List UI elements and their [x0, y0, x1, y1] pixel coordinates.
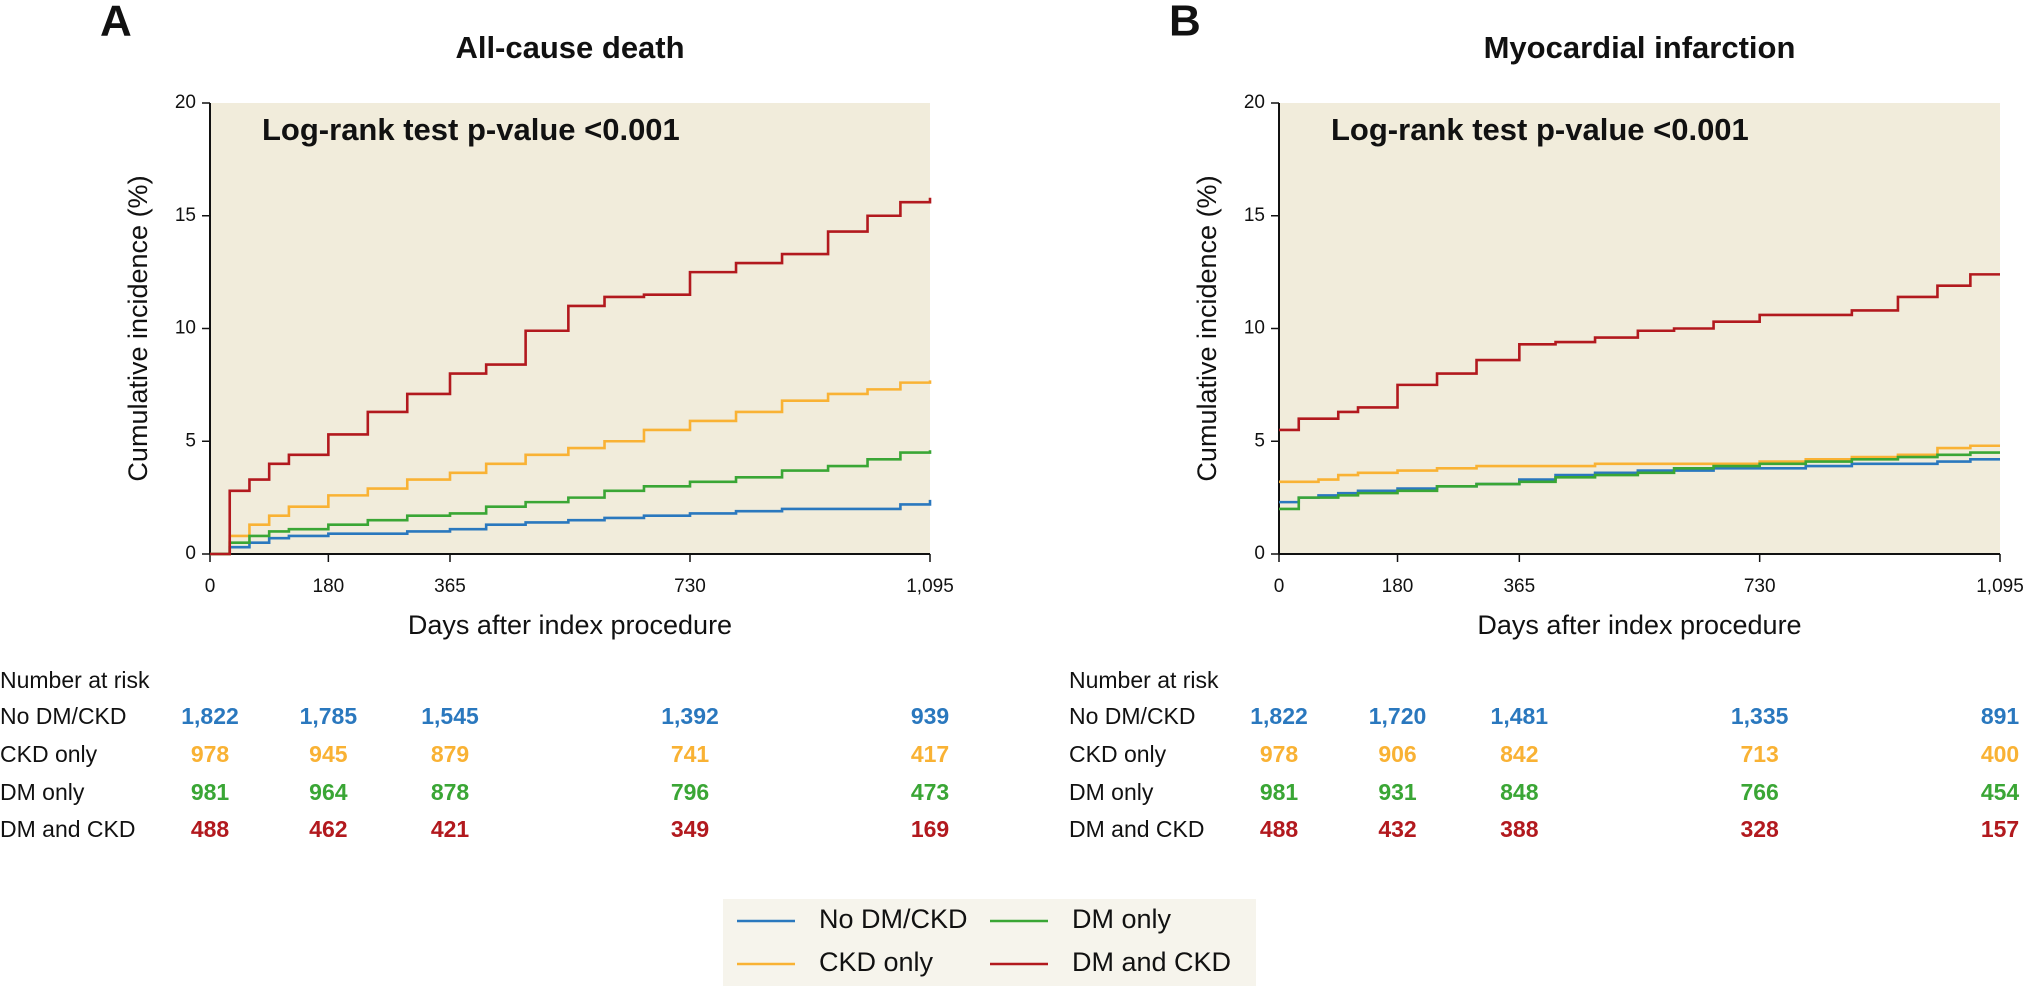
risk-value: 1,720 — [1369, 703, 1427, 729]
risk-value: 1,822 — [1250, 703, 1308, 729]
risk-value: 388 — [1500, 816, 1539, 842]
risk-value: 906 — [1378, 741, 1416, 767]
risk-value: 1,785 — [300, 703, 358, 729]
y-axis-label: Cumulative incidence (%) — [123, 175, 153, 481]
risk-row-label: DM only — [0, 779, 85, 805]
y-tick-label: 20 — [175, 92, 196, 113]
risk-value: 432 — [1378, 816, 1416, 842]
y-tick-label: 20 — [1244, 92, 1265, 113]
risk-value: 488 — [1260, 816, 1299, 842]
y-axis-label: Cumulative incidence (%) — [1192, 175, 1222, 481]
risk-value: 1,481 — [1491, 703, 1549, 729]
risk-value: 169 — [911, 816, 949, 842]
risk-table-title: Number at risk — [1069, 667, 1219, 693]
y-tick-label: 10 — [175, 318, 196, 339]
legend-label: CKD only — [819, 947, 934, 977]
survival-curve — [1279, 451, 2000, 511]
survival-curve — [210, 380, 932, 556]
x-tick-label: 365 — [1503, 576, 1535, 597]
x-tick-label: 365 — [434, 576, 466, 597]
risk-value: 328 — [1740, 816, 1779, 842]
risk-value: 879 — [431, 741, 469, 767]
risk-value: 1,335 — [1731, 703, 1789, 729]
risk-value: 417 — [911, 741, 949, 767]
plot-background — [210, 103, 930, 554]
x-tick-label: 0 — [205, 576, 216, 597]
x-tick-label: 730 — [674, 576, 706, 597]
y-tick-label: 5 — [185, 430, 196, 451]
survival-curve — [1279, 273, 2000, 432]
risk-value: 1,822 — [181, 703, 239, 729]
y-tick-label: 0 — [1254, 543, 1265, 564]
risk-value: 964 — [309, 779, 348, 805]
chart-title: All-cause death — [455, 30, 684, 65]
risk-value: 473 — [911, 779, 949, 805]
risk-value: 462 — [309, 816, 347, 842]
risk-value: 349 — [671, 816, 709, 842]
survival-curve — [210, 450, 932, 556]
risk-value: 421 — [431, 816, 470, 842]
y-tick-label: 10 — [1244, 318, 1265, 339]
risk-row-label: CKD only — [1069, 741, 1167, 767]
legend-box — [723, 899, 1256, 986]
risk-value: 891 — [1981, 703, 2020, 729]
risk-value: 157 — [1981, 816, 2019, 842]
legend-label: DM and CKD — [1072, 947, 1231, 977]
x-tick-label: 1,095 — [1976, 576, 2024, 597]
risk-value: 981 — [1260, 779, 1299, 805]
y-tick-label: 15 — [175, 205, 196, 226]
y-tick-label: 5 — [1254, 430, 1265, 451]
panel-label: A — [100, 0, 132, 46]
risk-value: 939 — [911, 703, 949, 729]
y-tick-label: 15 — [1244, 205, 1265, 226]
risk-table-title: Number at risk — [0, 667, 150, 693]
risk-value: 848 — [1500, 779, 1539, 805]
risk-row-label: CKD only — [0, 741, 98, 767]
risk-row-label: DM and CKD — [0, 816, 135, 842]
risk-value: 978 — [191, 741, 230, 767]
x-axis-label: Days after index procedure — [408, 610, 732, 640]
annotation: Log-rank test p-value <0.001 — [262, 112, 680, 147]
risk-value: 454 — [1981, 779, 2020, 805]
survival-curve — [210, 499, 932, 556]
risk-value: 488 — [191, 816, 230, 842]
risk-value: 796 — [671, 779, 709, 805]
risk-row-label: No DM/CKD — [0, 703, 127, 729]
panel-label: B — [1169, 0, 1201, 46]
risk-row-label: No DM/CKD — [1069, 703, 1196, 729]
risk-value: 842 — [1500, 741, 1538, 767]
risk-value: 766 — [1740, 779, 1778, 805]
legend-label: No DM/CKD — [819, 904, 968, 934]
risk-value: 978 — [1260, 741, 1299, 767]
x-tick-label: 180 — [313, 576, 345, 597]
risk-value: 400 — [1981, 741, 2019, 767]
survival-curve — [1279, 457, 2000, 504]
risk-value: 878 — [431, 779, 470, 805]
risk-value: 1,545 — [421, 703, 479, 729]
risk-value: 931 — [1378, 779, 1417, 805]
annotation: Log-rank test p-value <0.001 — [1331, 112, 1749, 147]
risk-value: 945 — [309, 741, 348, 767]
y-tick-label: 0 — [185, 543, 196, 564]
survival-curve — [210, 197, 932, 556]
x-tick-label: 180 — [1382, 576, 1414, 597]
x-axis-label: Days after index procedure — [1477, 610, 1801, 640]
x-tick-label: 1,095 — [906, 576, 954, 597]
risk-row-label: DM and CKD — [1069, 816, 1204, 842]
risk-value: 741 — [671, 741, 710, 767]
risk-value: 981 — [191, 779, 230, 805]
risk-value: 713 — [1740, 741, 1778, 767]
risk-value: 1,392 — [661, 703, 719, 729]
risk-row-label: DM only — [1069, 779, 1154, 805]
legend-label: DM only — [1072, 904, 1172, 934]
plot-background — [1279, 103, 2000, 554]
chart-title: Myocardial infarction — [1484, 30, 1796, 65]
x-tick-label: 730 — [1744, 576, 1776, 597]
x-tick-label: 0 — [1274, 576, 1285, 597]
